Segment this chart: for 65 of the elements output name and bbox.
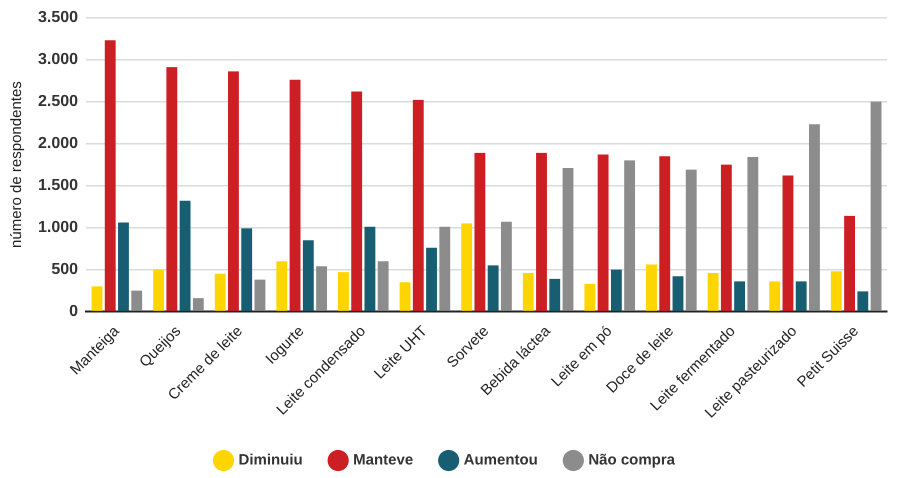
bar xyxy=(734,281,746,311)
bar xyxy=(378,261,389,311)
bar xyxy=(412,100,424,311)
bar xyxy=(536,152,547,311)
bar xyxy=(830,271,842,311)
bar xyxy=(364,226,376,311)
bar xyxy=(672,276,684,311)
bar xyxy=(857,291,868,311)
bar xyxy=(214,274,226,311)
bar xyxy=(302,240,314,311)
bar xyxy=(166,67,178,311)
bar xyxy=(562,168,574,311)
bar xyxy=(400,282,410,311)
bar xyxy=(598,154,609,311)
bar xyxy=(228,71,239,311)
bar xyxy=(338,272,349,311)
bar xyxy=(474,152,486,311)
bar xyxy=(782,176,794,311)
bar xyxy=(708,272,719,311)
bar xyxy=(290,80,300,311)
legend-label: Manteve xyxy=(353,452,414,469)
bar xyxy=(92,286,102,311)
bar xyxy=(241,228,252,311)
bar xyxy=(439,226,450,311)
bar xyxy=(624,160,636,311)
bar xyxy=(522,272,534,311)
bar xyxy=(118,222,129,311)
y-tick-label: 2.500 xyxy=(38,93,78,110)
bar xyxy=(646,264,657,311)
y-axis-title: número de respondentes xyxy=(8,81,26,248)
legend-label: Diminuiu xyxy=(238,452,303,469)
y-tick-label: 1.000 xyxy=(38,219,78,236)
bar xyxy=(844,216,855,311)
bar xyxy=(180,200,191,311)
bar xyxy=(720,164,732,311)
bar xyxy=(549,278,560,311)
bar xyxy=(461,223,472,311)
y-tick-label: 3.500 xyxy=(38,9,78,26)
bar xyxy=(153,270,164,311)
bar xyxy=(796,281,807,311)
bar xyxy=(659,156,670,311)
bar xyxy=(276,261,288,311)
bar xyxy=(500,222,512,311)
bar xyxy=(870,102,882,311)
y-tick-label: 1.500 xyxy=(38,177,78,194)
y-tick-label: 0 xyxy=(69,302,78,320)
bar xyxy=(809,124,820,311)
bar xyxy=(488,265,499,311)
bar xyxy=(104,40,116,311)
bar xyxy=(610,270,622,311)
y-tick-label: 3.000 xyxy=(38,51,78,68)
bar xyxy=(584,284,596,311)
legend-label: Não compra xyxy=(588,452,676,469)
bar xyxy=(316,266,327,311)
bar xyxy=(769,281,780,311)
y-tick-label: 2.000 xyxy=(38,135,78,152)
bar xyxy=(747,157,758,311)
bar xyxy=(426,248,437,311)
bar xyxy=(686,170,697,311)
bar xyxy=(192,298,204,311)
bar xyxy=(351,92,362,311)
y-tick-label: 500 xyxy=(51,261,78,278)
bar xyxy=(254,280,266,311)
legend-label: Aumentou xyxy=(464,452,538,469)
bar xyxy=(131,290,142,311)
